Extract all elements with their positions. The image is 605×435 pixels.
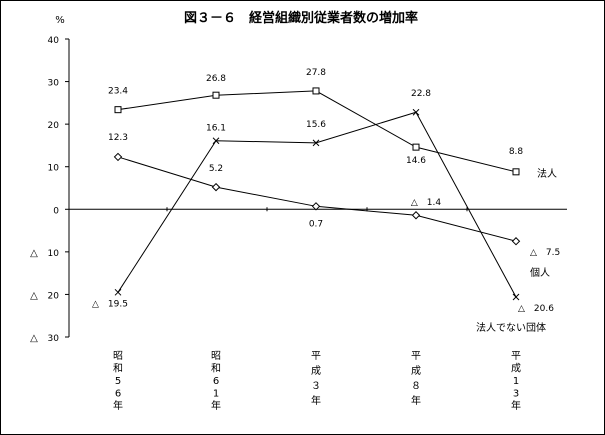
x-tick-label: 平成 ８ 年 [411,351,421,407]
x-tick-char: 和 [113,363,123,375]
data-label: 15.6 [306,120,326,130]
y-tick-label: 30 [48,334,60,344]
x-tick-label: 昭和6 1年 [211,350,221,412]
x-tick-char: 成 [311,365,321,377]
x-tick-char: 年 [511,399,521,412]
x-tick-char: 年 [411,394,421,407]
chart-title: 図３－６ 経営組織別従業者数の増加率 [184,10,418,26]
square-marker [312,87,320,95]
y-tick-label: 10 [48,164,60,174]
x-tick-char: 平 [411,351,421,362]
cross-marker [114,288,122,296]
x-tick-label: 平成 ３ 年 [311,351,321,407]
y-tick-label: 10 [48,249,60,259]
x-tick-char: 昭 [211,350,221,362]
data-label: 23.4 [108,87,128,97]
data-label: 14.6 [406,156,426,166]
x-tick-char: ８ [411,381,421,392]
data-label: 12.3 [108,133,128,143]
axes [65,38,567,338]
y-tick-label: 40 [48,36,60,46]
y-tick-label: 30 [48,79,60,89]
y-tick-negative-sign: △ [30,290,38,301]
diamond-marker [511,237,521,246]
x-tick-label: 平成1 3年 [511,351,521,412]
x-tick-char: 1 [213,389,219,400]
diamond-marker [211,182,221,192]
y-axis-unit-label: % [55,15,65,26]
y-tick-labels: 40 30 20 10 0 10 △ 20 △ 30 △ [30,36,59,344]
data-label: 22.8 [411,89,431,99]
x-tick-char: ３ [311,381,321,392]
data-label: △ 7.5 [530,248,560,258]
x-tick-char: 年 [113,399,123,412]
x-tick-char: 年 [211,399,221,412]
data-labels: 23.4 26.8 27.8 14.6 8.8 12.3 5.2 0.7 △ 1.4 △ 7.5 △… [92,68,560,314]
x-tick-char: 6 [115,389,121,400]
data-label: 16.1 [206,124,226,134]
cross-marker [212,137,220,145]
x-tick-char: 3 [513,389,519,400]
x-tick-char: 5 [115,376,121,387]
data-label: 27.8 [306,68,326,78]
x-tick-char: 成 [511,363,521,375]
data-markers [113,87,521,301]
diamond-marker [113,152,123,162]
x-tick-char: 6 [213,376,219,387]
square-marker [512,168,520,176]
data-label: △ 1.4 [411,198,442,208]
data-label: 8.8 [509,147,524,157]
x-tick-char: 平 [311,351,321,362]
cross-marker [412,108,420,116]
cross-marker [312,139,320,147]
y-tick-negative-sign: △ [30,333,38,344]
x-tick-char: 昭 [113,350,123,362]
diamond-marker [411,211,421,220]
diamond-marker [311,202,321,211]
data-label: 0.7 [309,219,323,229]
series-name-label: 個人 [530,266,550,279]
x-tick-char: 和 [211,363,221,375]
square-marker [412,143,420,151]
y-tick-negative-sign: △ [30,248,38,259]
x-tick-char: 平 [511,351,521,362]
y-tick-label: 20 [48,291,60,301]
x-tick-char: 1 [513,376,519,387]
series-name-label: 法人でない団体 [476,321,546,334]
x-tick-char: 成 [411,365,421,377]
series-name-label: 法人 [537,167,557,180]
square-marker [114,106,122,114]
data-label: 26.8 [206,74,226,84]
series-line-1 [117,90,517,173]
square-marker [212,91,220,99]
data-label: 5.2 [209,164,223,174]
data-label: △ 19.5 [92,299,128,309]
x-tick-label: 昭和5 6年 [113,350,123,412]
data-label: △ 20.6 [518,304,554,314]
cross-marker [512,293,520,301]
y-tick-label: 0 [53,206,59,216]
x-tick-char: 年 [311,394,321,407]
y-tick-label: 20 [48,121,60,131]
